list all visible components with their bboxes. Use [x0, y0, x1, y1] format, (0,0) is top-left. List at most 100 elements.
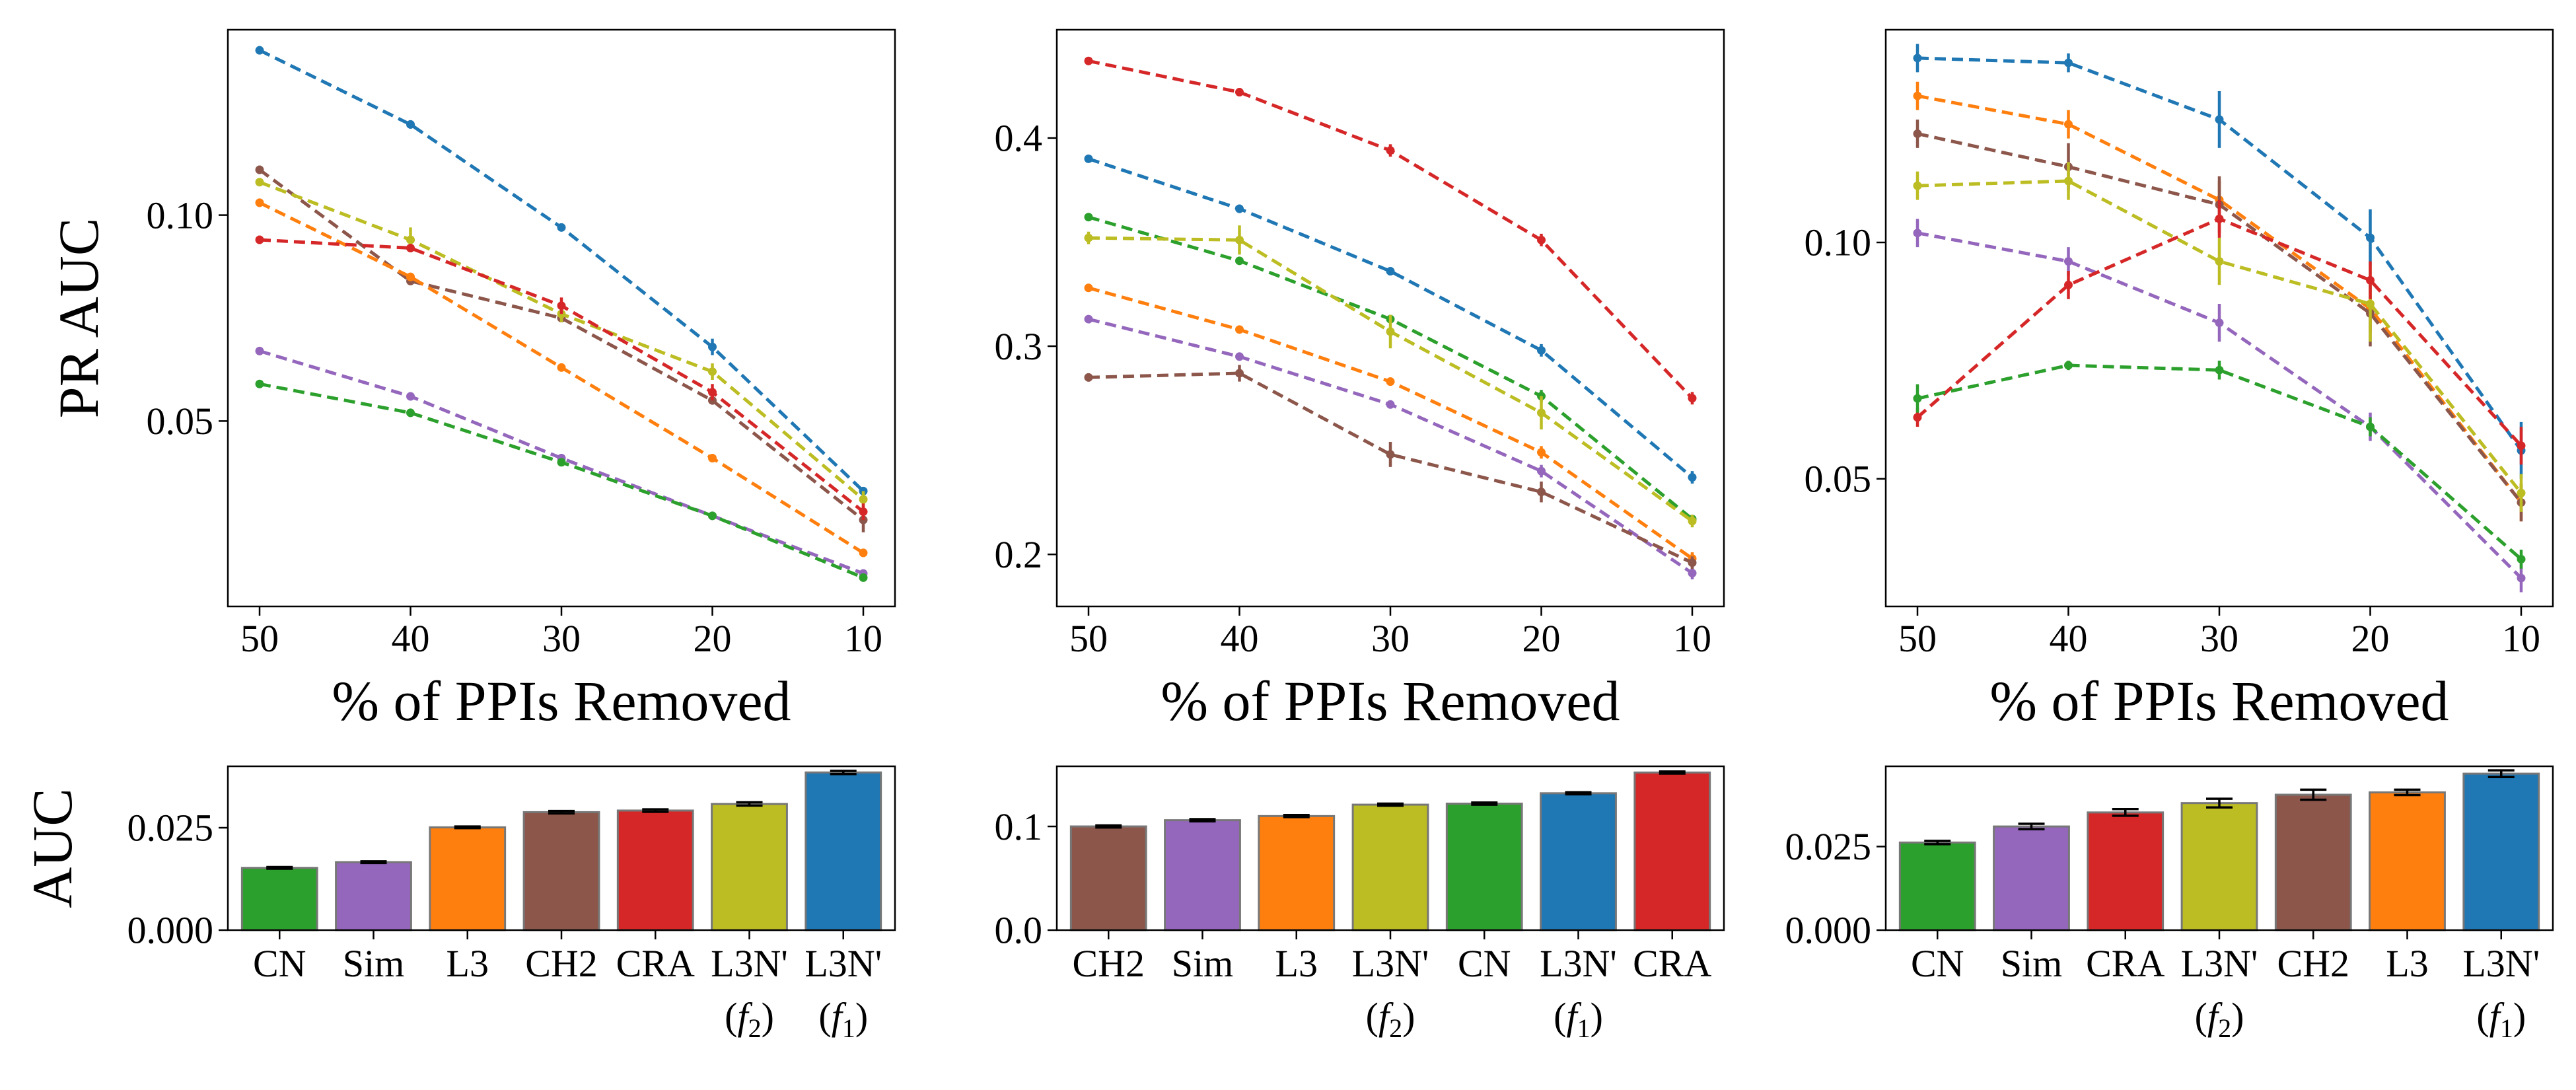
data-point	[2517, 554, 2526, 563]
x-tick-label: 50	[1898, 617, 1937, 660]
series-line	[1917, 363, 2522, 561]
y-tick-label: 0.000	[1785, 909, 1872, 952]
data-point	[1913, 229, 1922, 238]
x-axis-label: % of PPIs Removed	[1161, 669, 1620, 733]
data-point	[1084, 373, 1093, 382]
plot-frame	[227, 28, 896, 608]
data-point	[2215, 115, 2224, 124]
data-point	[1084, 283, 1093, 293]
bar-panel-bottom-middle: CH2 Sim L3 L3N' (f2) CN L3N' (f1) CRA 0.0 0.1	[995, 765, 1725, 1043]
x-tick-label: 10	[844, 617, 882, 660]
bar-panel-bottom-left: CN Sim L3 CH2 CRA L3N' (f2) L3N' (f1) 0.000 0.025 A…	[20, 765, 896, 1043]
bar-rect	[711, 803, 788, 931]
x-tick-label: 20	[694, 617, 732, 660]
category-label: CRA	[1633, 942, 1711, 985]
category-label: CH2	[525, 942, 598, 985]
category-label: L3N'	[711, 942, 788, 985]
category-label: (f1)	[2476, 995, 2526, 1043]
data-point	[1913, 91, 1922, 100]
y-tick-label: 0.2	[995, 533, 1043, 576]
data-point	[1913, 54, 1922, 63]
bar-rect	[429, 826, 507, 931]
bar-rect	[1633, 771, 1711, 931]
x-axis-label: % of PPIs Removed	[332, 669, 791, 733]
y-tick-label: 0.10	[147, 194, 214, 236]
data-point	[2215, 214, 2224, 223]
data-point	[1235, 88, 1244, 97]
bar-rect	[2274, 793, 2352, 931]
y-tick-label: 0.000	[127, 909, 214, 952]
bar-rect	[1258, 815, 1336, 931]
series-line	[1088, 371, 1694, 565]
data-point	[1235, 325, 1244, 334]
category-label: CH2	[1072, 942, 1145, 985]
data-point	[2517, 441, 2526, 451]
bar-rect	[1351, 803, 1429, 931]
bar-rect	[2180, 802, 2258, 931]
data-point	[1386, 377, 1395, 386]
data-point	[406, 408, 415, 418]
series-CRA	[1084, 56, 1697, 405]
bar-L3N'(f2)	[1351, 802, 1429, 931]
data-point	[255, 178, 264, 187]
bar-rect	[1540, 792, 1617, 931]
data-point	[1537, 345, 1546, 355]
line-panel-top-left: 50 40 30 20 10 0.05 0.10 % of PPIs Removed PR AU…	[47, 28, 896, 733]
x-tick-label: 40	[2050, 617, 2088, 660]
y-tick-label: 0.025	[127, 807, 214, 850]
data-point	[1084, 213, 1093, 222]
data-point	[255, 346, 264, 355]
series-line	[1088, 215, 1694, 521]
bar-rect	[1445, 803, 1523, 931]
y-axis-label: AUC	[20, 788, 84, 908]
data-point	[1084, 314, 1093, 324]
bar-panel-bottom-right: CN Sim CRA L3N' (f2) CH2 L3 L3N' (f1) 0.000 0.025	[1785, 765, 2554, 1043]
data-point	[406, 392, 415, 401]
y-tick-label: 0.1	[995, 805, 1043, 848]
category-label: CRA	[2086, 942, 2165, 985]
bar-L3N'(f1)	[2462, 769, 2540, 931]
x-tick-label: 40	[392, 617, 430, 660]
data-point	[1235, 256, 1244, 266]
category-label: L3N'	[1352, 942, 1429, 985]
x-tick-label: 20	[1522, 617, 1561, 660]
data-point	[1688, 517, 1697, 526]
bar-rect	[1993, 825, 2070, 931]
data-point	[1235, 352, 1244, 361]
data-point	[2064, 120, 2073, 129]
x-tick-label: 50	[240, 617, 279, 660]
series-CH2	[255, 165, 868, 532]
category-label: CH2	[2277, 942, 2349, 985]
y-tick-label: 0.10	[1805, 221, 1872, 264]
series-line	[1088, 157, 1694, 479]
data-point	[255, 198, 264, 207]
data-point	[557, 301, 566, 310]
data-point	[557, 363, 566, 372]
data-point	[406, 243, 415, 252]
bar-rect	[1164, 819, 1241, 931]
bar-rect	[335, 861, 412, 931]
y-tick-label: 0.0	[995, 909, 1043, 952]
category-label: L3N'	[2462, 942, 2540, 985]
data-point	[2064, 257, 2073, 266]
series-line	[258, 48, 865, 493]
category-label: L3	[447, 942, 489, 985]
plot-frame	[1055, 28, 1725, 608]
series-CRA	[255, 235, 868, 521]
data-point	[2517, 488, 2526, 497]
bar-CN	[1898, 840, 1976, 931]
category-label: Sim	[343, 942, 405, 985]
data-point	[1537, 466, 1546, 476]
data-point	[557, 223, 566, 232]
bar-L3N'(f2)	[711, 801, 788, 931]
data-point	[1386, 267, 1395, 276]
data-point	[859, 548, 868, 558]
data-point	[255, 379, 264, 388]
line-panel-top-right: 50 40 30 20 10 0.05 0.10 % of PPIs Removed	[1805, 28, 2554, 733]
data-point	[2366, 233, 2375, 242]
y-axis-label: PR AUC	[47, 218, 110, 419]
data-point	[1386, 450, 1395, 459]
data-point	[1913, 129, 1922, 138]
data-point	[406, 272, 415, 281]
